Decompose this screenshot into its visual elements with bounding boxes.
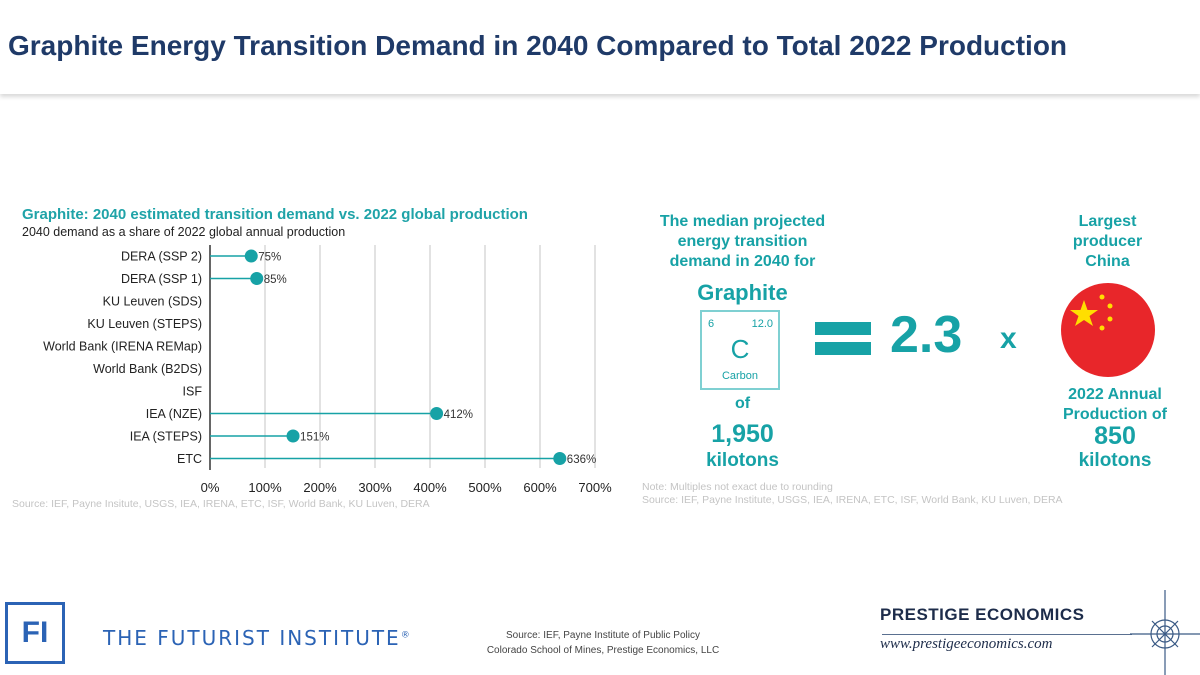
lollipop-dot bbox=[286, 429, 300, 443]
production-line: Production of bbox=[1063, 406, 1167, 423]
category-label: IEA (NZE) bbox=[146, 407, 202, 421]
element-symbol: C bbox=[730, 334, 750, 364]
x-tick-label: 400% bbox=[413, 480, 447, 495]
equals-sign-bottom bbox=[815, 342, 871, 355]
lollipop-dot bbox=[244, 249, 258, 263]
data-label: 636% bbox=[567, 454, 596, 466]
category-label: ETC bbox=[177, 452, 202, 466]
equals-sign-top bbox=[815, 322, 871, 335]
production-value: 850 bbox=[1094, 422, 1136, 450]
demand-value: 1,950 bbox=[711, 420, 774, 448]
x-tick-label: 700% bbox=[578, 480, 612, 495]
category-label: KU Leuven (STEPS) bbox=[87, 317, 202, 331]
page-title: Graphite Energy Transition Demand in 204… bbox=[8, 30, 1068, 61]
atomic-mass: 12.0 bbox=[751, 318, 773, 330]
x-tick-label: 600% bbox=[523, 480, 557, 495]
title-bar bbox=[0, 0, 1200, 94]
source-line: Colorado School of Mines, Prestige Econo… bbox=[486, 645, 720, 656]
china-flag-icon bbox=[1061, 283, 1155, 377]
category-label: World Bank (B2DS) bbox=[93, 362, 202, 376]
footer-source: Source: IEF, Payne Institute of Public P… bbox=[468, 628, 738, 658]
atomic-number: 6 bbox=[708, 318, 715, 330]
multiple-value: 2.3 bbox=[890, 306, 963, 364]
element-tile: 6 12.0 C Carbon bbox=[700, 310, 780, 390]
producer-line: producer bbox=[1072, 233, 1143, 250]
lollipop-dot bbox=[250, 272, 264, 285]
data-label: 151% bbox=[300, 432, 329, 444]
chart-title: Graphite: 2040 estimated transition dema… bbox=[22, 206, 528, 223]
mineral-name: Graphite bbox=[697, 280, 788, 305]
production-line: 2022 Annual bbox=[1068, 386, 1162, 403]
x-tick-label: 500% bbox=[468, 480, 502, 495]
producer-line: China bbox=[1085, 253, 1130, 270]
demand-unit: kilotons bbox=[706, 450, 779, 471]
intro-line: energy transition bbox=[677, 233, 808, 250]
note: Note: Multiples not exact due to roundin… bbox=[642, 481, 833, 493]
fi-name: THE FUTURIST INSTITUTE® bbox=[103, 626, 412, 650]
compass-icon bbox=[1130, 590, 1200, 675]
intro-line: The median projected bbox=[659, 213, 826, 230]
pe-url: www.prestigeeconomics.com bbox=[880, 636, 1053, 652]
intro-line: demand in 2040 for bbox=[669, 253, 816, 270]
of-label: of bbox=[734, 395, 751, 412]
x-tick-label: 300% bbox=[358, 480, 392, 495]
fi-name-text: THE FUTURIST INSTITUTE bbox=[103, 626, 401, 650]
element-name: Carbon bbox=[721, 370, 759, 382]
category-label: KU Leuven (SDS) bbox=[103, 295, 202, 309]
chart-source: Source: IEF, Payne Insitute, USGS, IEA, … bbox=[12, 498, 430, 510]
category-label: World Bank (IRENA REMap) bbox=[43, 340, 202, 354]
times-sign: x bbox=[1000, 322, 1017, 355]
infographic-source: Source: IEF, Payne Institute, USGS, IEA,… bbox=[642, 494, 1063, 506]
category-label: DERA (SSP 1) bbox=[121, 272, 202, 286]
fi-logo: FI bbox=[5, 602, 65, 664]
intro-text: The median projected energy transition d… bbox=[640, 212, 845, 272]
pe-divider bbox=[882, 634, 1132, 635]
production-label: 2022 Annual Production of bbox=[1040, 385, 1190, 425]
source-line: Source: IEF, Payne Institute of Public P… bbox=[506, 630, 700, 641]
lollipop-dot bbox=[430, 407, 444, 420]
producer-line: Largest bbox=[1078, 213, 1137, 230]
category-label: DERA (SSP 2) bbox=[121, 250, 202, 264]
category-label: IEA (STEPS) bbox=[130, 430, 202, 444]
category-label: ISF bbox=[183, 385, 203, 399]
registered-mark: ® bbox=[400, 630, 412, 641]
data-label: 85% bbox=[264, 274, 287, 286]
lollipop-dot bbox=[553, 452, 567, 465]
production-unit: kilotons bbox=[1078, 450, 1152, 471]
data-label: 75% bbox=[258, 252, 281, 264]
x-tick-label: 0% bbox=[201, 480, 220, 495]
lollipop-chart: 0% 100% 200% 300% 400% 500% 600% 700% DERA (SSP … bbox=[43, 245, 612, 495]
producer-label: Largest producer China bbox=[1040, 212, 1175, 272]
x-tick-label: 100% bbox=[248, 480, 282, 495]
pe-name: PRESTIGE ECONOMICS bbox=[880, 605, 1085, 624]
x-tick-label: 200% bbox=[303, 480, 337, 495]
chart-subtitle: 2040 demand as a share of 2022 global an… bbox=[22, 225, 346, 239]
data-label: 412% bbox=[444, 409, 473, 421]
